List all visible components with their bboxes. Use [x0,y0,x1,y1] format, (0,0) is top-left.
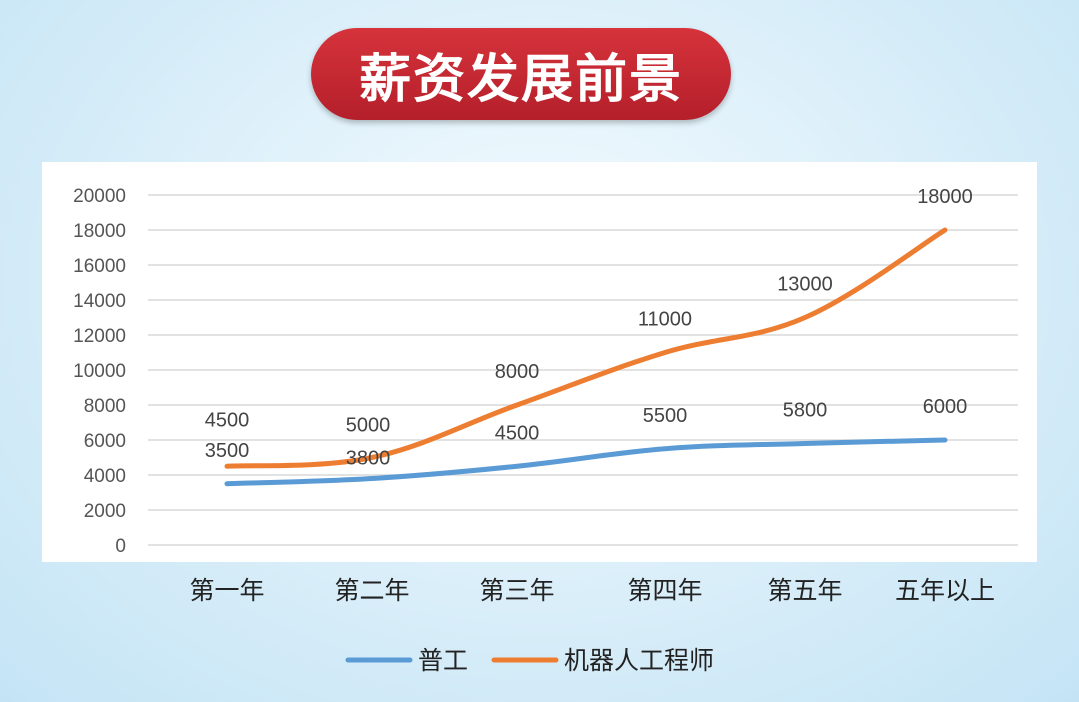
x-category-label: 第三年 [479,576,554,605]
y-tick-label: 0 [115,536,126,557]
data-label: 3800 [346,448,391,470]
y-axis-ticks: 0 2000 4000 6000 8000 10000 12000 14000 16000 180… [73,186,126,557]
data-label: 4500 [205,409,250,431]
data-label: 5800 [783,400,828,422]
data-label: 11000 [638,309,692,331]
y-tick-label: 2000 [84,501,126,522]
x-axis-categories: 第一年 第二年 第三年 第四年 第五年 五年以上 [189,576,995,605]
page-title: 薪资发展前景 [358,49,683,110]
y-tick-label: 4000 [84,466,126,487]
y-tick-label: 10000 [73,361,126,382]
y-tick-label: 18000 [73,221,126,242]
x-category-label: 五年以上 [895,576,995,605]
data-label: 6000 [923,396,968,418]
y-tick-label: 16000 [73,256,126,277]
series-line-1 [224,437,948,487]
x-category-label: 第四年 [627,576,702,605]
data-label: 5000 [346,415,391,437]
plot-panel [42,162,1037,562]
legend-label: 机器人工程师 [564,646,714,675]
series-lines [224,227,948,487]
data-label: 8000 [495,361,540,383]
data-labels: 3500 3800 4500 5500 5800 6000 4500 5000 8000 1100… [205,186,973,470]
legend: 普工 机器人工程师 [345,646,714,675]
title-banner: 薪资发展前景 [311,28,731,120]
y-tick-label: 6000 [84,431,126,452]
x-category-label: 第一年 [189,576,264,605]
series-line-2 [224,227,948,469]
data-label: 13000 [777,274,833,296]
y-tick-label: 8000 [84,396,126,417]
y-tick-label: 14000 [73,291,126,312]
data-label: 5500 [643,405,688,427]
data-label: 4500 [495,422,540,444]
legend-label: 普工 [418,646,468,675]
x-category-label: 第二年 [334,576,409,605]
x-category-label: 第五年 [767,576,842,605]
y-tick-label: 20000 [73,186,126,207]
data-label: 3500 [205,440,250,462]
grid-lines [148,194,1018,546]
data-label: 18000 [917,186,973,208]
y-tick-label: 12000 [73,326,126,347]
